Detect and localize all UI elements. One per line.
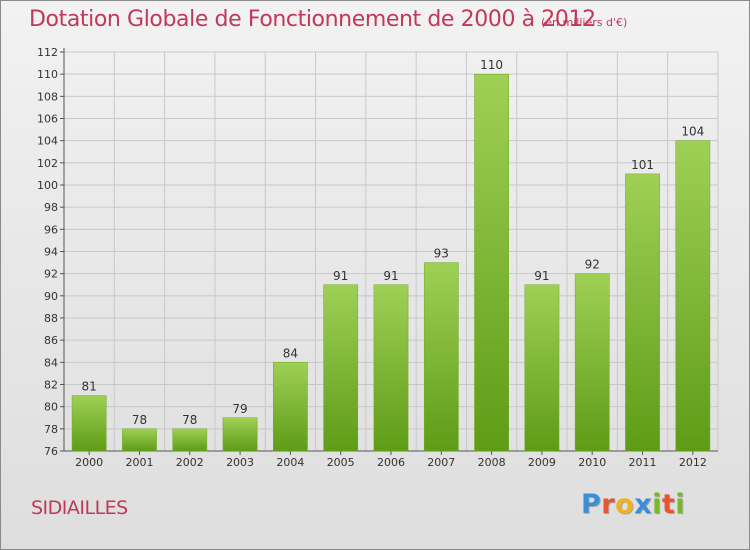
proxiti-logo: Proxiti [581,489,685,520]
x-tick-label: 2004 [276,456,304,469]
label-layer: 81 78 78 79 84 91 91 93 110 91 92 101 104 [82,58,705,427]
y-tick-label: 78 [44,423,58,436]
x-tick-label: 2000 [75,456,103,469]
x-tick-label: 2002 [176,456,204,469]
value-label: 101 [631,158,654,172]
y-tick-label: 76 [44,445,58,458]
value-label: 79 [232,402,247,416]
value-label: 91 [383,269,398,283]
y-tick-label: 86 [44,334,58,347]
value-label: 110 [480,58,503,72]
y-tick-label: 104 [37,135,58,148]
value-label: 91 [534,269,549,283]
bar [273,362,308,452]
y-tick-label: 108 [37,90,58,103]
x-tick-label: 2008 [478,456,506,469]
bar [373,284,409,452]
value-label: 78 [132,413,147,427]
y-tick-label: 92 [44,268,58,281]
bar [574,273,610,452]
value-label: 92 [585,258,600,272]
y-tick-label: 84 [44,356,58,369]
bar-layer [71,73,711,452]
value-label: 78 [182,413,197,427]
y-tick-label: 82 [44,379,58,392]
logo-letter: i [652,489,662,520]
logo-letter: r [601,489,616,520]
y-tick-label: 96 [44,223,58,236]
y-tick-label: 98 [44,201,58,214]
logo-letter: P [581,489,602,520]
bar [675,140,711,452]
logo-letter: i [675,489,686,520]
x-tick-label: 2001 [125,456,153,469]
commune-name: SIDIAILLES [31,497,128,519]
bar [474,73,509,452]
x-tick-label: 2006 [377,456,405,469]
value-label: 81 [82,380,97,394]
value-label: 91 [333,269,348,283]
y-tick-label: 112 [37,46,58,59]
bar [222,417,258,452]
value-label: 93 [434,247,449,261]
y-tick-label: 88 [44,312,58,325]
axis-layer: 76 78 80 82 84 86 88 90 92 94 96 98 100 102 104 106 108 1… [37,46,718,469]
y-tick-label: 102 [37,157,58,170]
value-label: 104 [681,125,704,139]
x-tick-label: 2012 [679,456,707,469]
x-tick-label: 2007 [427,456,455,469]
value-label: 84 [283,346,298,360]
chart-subtitle: (en milliers d'€) [541,16,628,29]
y-tick-label: 100 [37,179,58,192]
y-tick-label: 94 [44,246,58,259]
chart-title: Dotation Globale de Fonctionnement de 20… [29,7,596,32]
logo-letter: t [661,489,676,520]
y-tick-label: 110 [37,68,58,81]
bar [423,262,459,452]
logo-letter: o [615,489,635,520]
bar [323,284,359,452]
bar [71,395,107,452]
x-tick-label: 2009 [528,456,556,469]
x-tick-label: 2011 [629,456,657,469]
bar [172,428,208,452]
x-tick-label: 2010 [578,456,606,469]
y-tick-label: 90 [44,290,58,303]
bar [524,284,560,452]
y-tick-label: 80 [44,401,58,414]
bar [122,428,157,452]
bar [625,173,660,452]
logo-letter: x [634,489,653,520]
x-tick-label: 2003 [226,456,254,469]
x-tick-label: 2005 [327,456,355,469]
y-tick-label: 106 [37,113,58,126]
